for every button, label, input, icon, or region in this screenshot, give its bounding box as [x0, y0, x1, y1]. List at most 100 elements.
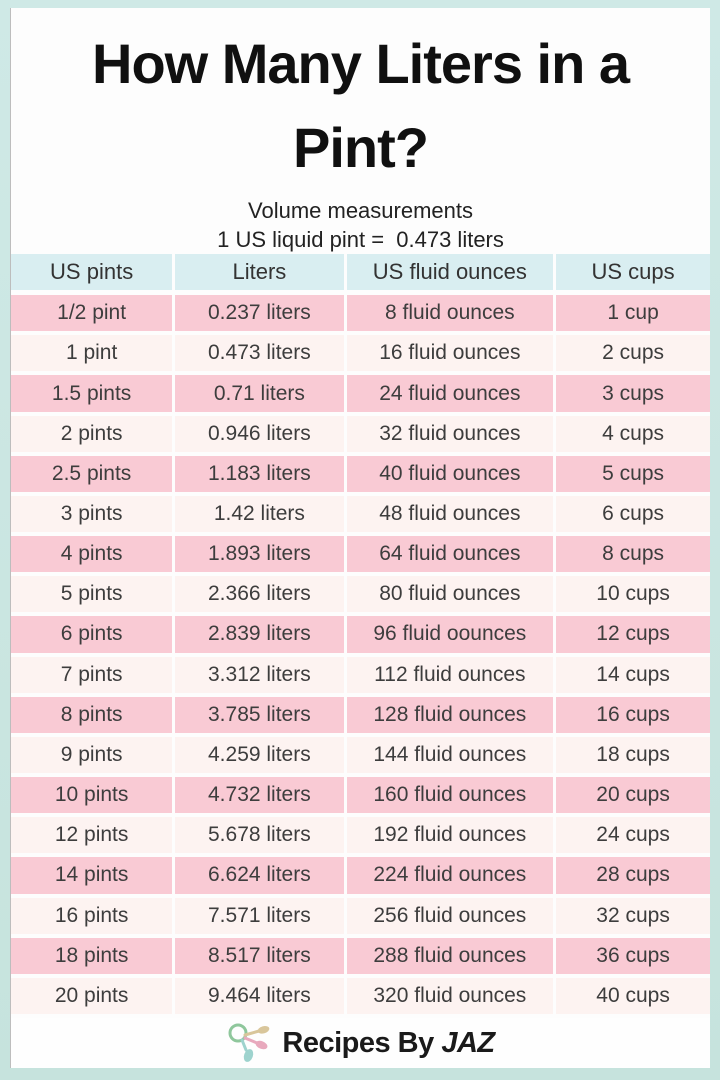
- cell-liters: 2.366 liters: [175, 576, 347, 613]
- cell-us-pints: 7 pints: [11, 656, 176, 693]
- page-title: How Many Liters in a Pint?: [11, 22, 710, 190]
- column-header-us-fluid-ounces: US fluid ounces: [347, 254, 557, 291]
- cell-us-fluid-ounces: 320 fluid ounces: [347, 977, 557, 1014]
- cell-us-fluid-ounces: 32 fluid ounces: [347, 415, 557, 452]
- cell-us-cups: 18 cups: [596, 742, 670, 766]
- table-row: 18 pints 8.517 liters 288 fluid ounces 3…: [11, 937, 710, 974]
- cell-us-cups: 5 cups: [602, 461, 664, 485]
- cell-us-pints: 3 pints: [11, 495, 176, 533]
- cell-liters: 9.464 liters: [175, 977, 347, 1014]
- cell-us-cups: 2 cups: [602, 341, 664, 365]
- table-row: 1/2 pint 0.237 liters 8 fluid ounces 1 c…: [11, 295, 710, 332]
- brand-prefix: Recipes By: [282, 1026, 442, 1059]
- cell-us-cups: 20 cups: [596, 783, 670, 807]
- table-row: 10 pints 4.732 liters 160 fluid ounces 2…: [11, 777, 710, 814]
- table-row: 1 pint 0.473 liters 16 fluid ounces 2 cu…: [11, 335, 710, 372]
- cell-us-pints: 18 pints: [11, 937, 176, 974]
- table-row: 4 pints 1.893 liters 64 fluid ounces 8 c…: [11, 536, 710, 573]
- column-header-us-cups: US cups: [591, 259, 675, 285]
- cell-liters: 0.71 liters: [175, 375, 347, 412]
- cell-us-cups: 28 cups: [596, 863, 670, 887]
- footer: Recipes By JAZ: [11, 1018, 710, 1068]
- cell-us-cups: 24 cups: [596, 823, 670, 847]
- brand-emphasis: JAZ: [441, 1026, 495, 1059]
- cell-us-pints: 2.5 pints: [11, 455, 176, 492]
- cell-us-cups: 36 cups: [596, 943, 670, 967]
- cell-us-fluid-ounces: 112 fluid ounces: [347, 656, 557, 693]
- cell-liters: 4.732 liters: [175, 777, 347, 814]
- cell-us-fluid-ounces: 64 fluid ounces: [347, 536, 557, 573]
- cell-us-pints: 1.5 pints: [11, 375, 176, 412]
- table-row: 2 pints 0.946 liters 32 fluid ounces 4 c…: [11, 415, 710, 452]
- cell-us-fluid-ounces: 16 fluid ounces: [347, 335, 557, 372]
- subtitle: Volume measurements: [248, 198, 473, 223]
- cell-us-pints: 10 pints: [11, 777, 176, 814]
- cell-us-pints: 6 pints: [11, 616, 176, 653]
- cell-us-cups: 40 cups: [596, 983, 670, 1007]
- table-header-row: US pints Liters US fluid ounces US cups: [11, 254, 710, 291]
- table-row: 5 pints 2.366 liters 80 fluid ounces 10 …: [11, 576, 710, 613]
- cell-us-fluid-ounces: 8 fluid ounces: [347, 295, 557, 332]
- cell-us-pints: 4 pints: [11, 536, 176, 573]
- cell-us-pints: 1/2 pint: [11, 295, 176, 332]
- cell-us-fluid-ounces: 128 fluid ounces: [347, 696, 557, 733]
- cell-us-fluid-ounces: 288 fluid ounces: [347, 937, 557, 974]
- table-row: 12 pints 5.678 liters 192 fluid ounces 2…: [11, 817, 710, 854]
- table-row: 3 pints 1.42 liters 48 fluid ounces 6 cu…: [11, 495, 710, 533]
- measuring-spoons-icon: [228, 1023, 270, 1062]
- cell-liters: 1.42 liters: [175, 495, 347, 533]
- cell-liters: 5.678 liters: [175, 817, 347, 854]
- table-row: 20 pints 9.464 liters 320 fluid ounces 4…: [11, 977, 710, 1014]
- cell-us-cups: 6 cups: [602, 502, 664, 526]
- cell-us-pints: 16 pints: [11, 897, 176, 934]
- cell-liters: 7.571 liters: [175, 897, 347, 934]
- cell-us-cups: 32 cups: [596, 903, 670, 927]
- cell-us-cups: 12 cups: [596, 622, 670, 646]
- cell-liters: 8.517 liters: [175, 937, 347, 974]
- cell-us-cups: 14 cups: [596, 662, 670, 686]
- table-row: 6 pints 2.839 liters 96 fluid oounces 12…: [11, 616, 710, 653]
- table-row: 7 pints 3.312 liters 112 fluid ounces 14…: [11, 656, 710, 693]
- cell-us-pints: 9 pints: [11, 736, 176, 774]
- table-row: 2.5 pints 1.183 liters 40 fluid ounces 5…: [11, 455, 710, 492]
- cell-us-fluid-ounces: 96 fluid oounces: [347, 616, 557, 653]
- cell-us-pints: 12 pints: [11, 817, 176, 854]
- table-row: 16 pints 7.571 liters 256 fluid ounces 3…: [11, 897, 710, 934]
- cell-us-fluid-ounces: 24 fluid ounces: [347, 375, 557, 412]
- cell-us-fluid-ounces: 256 fluid ounces: [347, 897, 557, 934]
- cell-us-fluid-ounces: 144 fluid ounces: [347, 736, 557, 774]
- cell-us-cups: 4 cups: [602, 421, 664, 445]
- cell-us-fluid-ounces: 80 fluid ounces: [347, 576, 557, 613]
- cell-us-fluid-ounces: 40 fluid ounces: [347, 455, 557, 492]
- table-row: 8 pints 3.785 liters 128 fluid ounces 16…: [11, 696, 710, 733]
- cell-liters: 2.839 liters: [175, 616, 347, 653]
- cell-liters: 0.946 liters: [175, 415, 347, 452]
- table-row: 9 pints 4.259 liters 144 fluid ounces 18…: [11, 736, 710, 774]
- cell-liters: 6.624 liters: [175, 857, 347, 894]
- cell-liters: 1.183 liters: [175, 455, 347, 492]
- cell-liters: 1.893 liters: [175, 536, 347, 573]
- cell-liters: 0.237 liters: [175, 295, 347, 332]
- cell-us-pints: 1 pint: [11, 335, 176, 372]
- cell-us-cups: 16 cups: [596, 702, 670, 726]
- cell-liters: 4.259 liters: [175, 736, 347, 774]
- cell-us-pints: 8 pints: [11, 696, 176, 733]
- column-header-us-pints: US pints: [11, 254, 176, 291]
- cell-us-cups: 10 cups: [596, 582, 670, 606]
- table-row: 14 pints 6.624 liters 224 fluid ounces 2…: [11, 857, 710, 894]
- table-row: 1.5 pints 0.71 liters 24 fluid ounces 3 …: [11, 375, 710, 412]
- cell-us-pints: 5 pints: [11, 576, 176, 613]
- cell-us-fluid-ounces: 224 fluid ounces: [347, 857, 557, 894]
- page-title-line2: Pint?: [293, 116, 429, 179]
- cell-liters: 0.473 liters: [175, 335, 347, 372]
- cell-us-fluid-ounces: 192 fluid ounces: [347, 817, 557, 854]
- cell-us-fluid-ounces: 48 fluid ounces: [347, 495, 557, 533]
- page-title-line1: How Many Liters in a: [92, 32, 630, 95]
- cell-liters: 3.785 liters: [175, 696, 347, 733]
- title-block: How Many Liters in a Pint? Volume measur…: [11, 8, 710, 254]
- cell-us-cups: 8 cups: [602, 542, 664, 566]
- column-header-liters: Liters: [175, 254, 347, 291]
- brand-name: Recipes By JAZ: [282, 1026, 495, 1060]
- cell-us-cups: 1 cup: [607, 301, 659, 325]
